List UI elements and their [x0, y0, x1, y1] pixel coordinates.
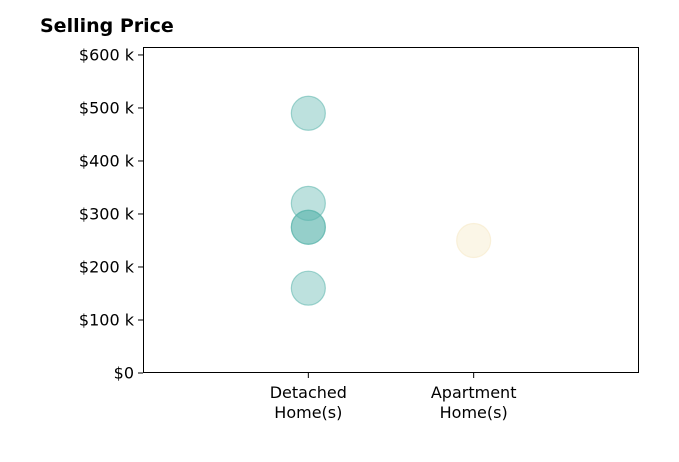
data-point — [290, 95, 326, 131]
y-axis: $0 $100 k $200 k $300 k $400 k $500 k $600 k — [79, 45, 143, 383]
data-point — [290, 270, 326, 306]
data-point — [290, 209, 326, 245]
x-axis: Detached Home(s) Apartment Home(s) — [270, 373, 517, 422]
y-tick-label: $400 k — [79, 151, 135, 170]
y-tick-label: $600 k — [79, 45, 135, 64]
plot-frame — [143, 47, 639, 373]
data-points — [290, 95, 492, 306]
y-tick-label: $500 k — [79, 98, 135, 117]
y-tick-label: $300 k — [79, 204, 135, 223]
x-tick-label: Apartment Home(s) — [431, 383, 517, 422]
y-tick-label: $100 k — [79, 310, 135, 329]
y-tick-label: $0 — [114, 364, 134, 383]
chart-title: Selling Price — [40, 15, 174, 37]
data-point — [456, 222, 492, 259]
y-tick-label: $200 k — [79, 257, 135, 276]
x-tick-label: Detached Home(s) — [270, 383, 347, 422]
